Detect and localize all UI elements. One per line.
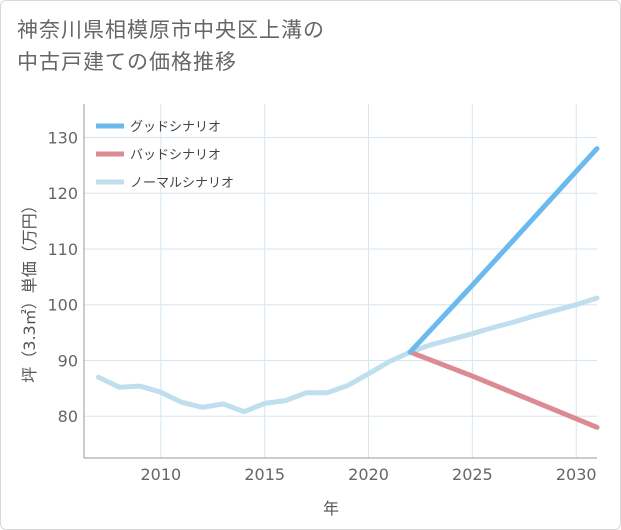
legend-label-1: バッドシナリオ [130,148,221,163]
legend-label-2: ノーマルシナリオ [130,176,234,191]
chart-title-line-2: 中古戸建ての価格推移 [17,50,237,74]
y-tick-label: 110 [47,240,78,259]
x-tick-label: 2030 [556,465,597,484]
y-axis-label: 坪（3.3㎡）単価（万円） [20,197,39,382]
chart-title-line-1: 神奈川県相模原市中央区上溝の [17,18,325,42]
x-axis-label: 年 [323,499,339,518]
series-line-1 [407,349,600,430]
x-tick-label: 2020 [348,465,389,484]
legend-label-0: グッドシナリオ [130,120,221,135]
y-tick-label: 90 [58,351,78,370]
series-line-2 [96,295,600,415]
series-lines [96,146,600,430]
y-tick-label: 120 [47,184,78,203]
y-tick-label: 130 [47,128,78,147]
chart-title: 神奈川県相模原市中央区上溝の 中古戸建ての価格推移 [17,14,325,78]
plot-border [83,104,597,459]
series-line-0 [407,146,600,355]
grid [84,104,597,458]
x-tick-label: 2025 [452,465,493,484]
x-tick-label: 2015 [244,465,285,484]
y-tick-label: 100 [47,296,78,315]
y-tick-label: 80 [58,407,78,426]
tick-labels: 2010 2015 2020 2025 2030 80 90 100 110 120 130 [47,128,596,484]
x-tick-label: 2010 [140,465,181,484]
